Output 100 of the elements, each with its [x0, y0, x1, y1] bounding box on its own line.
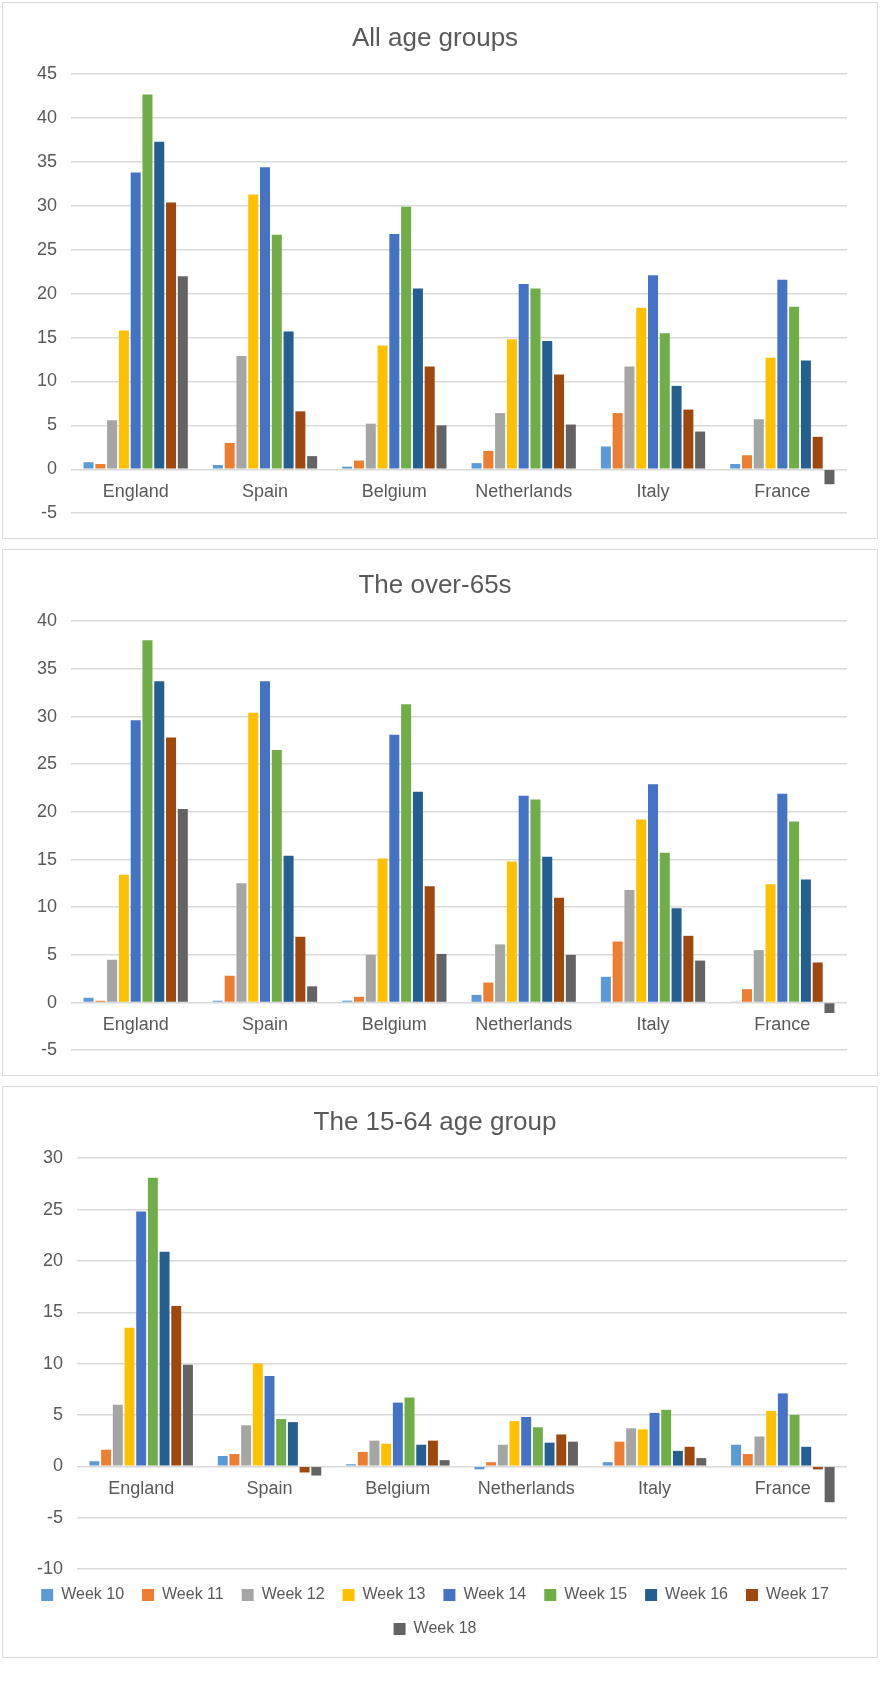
bar	[741, 455, 752, 469]
bar	[696, 1458, 707, 1466]
bar	[753, 419, 764, 469]
bar	[401, 704, 412, 1002]
bar	[365, 954, 376, 1002]
x-tick-label: Netherlands	[475, 481, 573, 502]
bar	[260, 167, 271, 469]
bar	[401, 206, 412, 469]
bar	[353, 996, 364, 1002]
y-tick-label: 25	[36, 753, 58, 774]
bar	[742, 1453, 753, 1466]
bar	[521, 1417, 532, 1466]
bar	[295, 936, 306, 1002]
bar	[365, 423, 376, 469]
y-tick-label: 10	[36, 370, 58, 391]
bar	[612, 413, 623, 469]
legend-label: Week 11	[162, 1585, 224, 1603]
bar	[661, 1409, 672, 1466]
bar	[530, 288, 541, 469]
bar	[497, 1444, 508, 1466]
bar	[730, 464, 741, 469]
bar	[95, 464, 106, 469]
bar	[311, 1467, 322, 1476]
bar	[118, 330, 129, 469]
bar	[765, 884, 776, 1002]
bar	[436, 953, 447, 1002]
bar	[83, 997, 94, 1002]
y-tick-label: 5	[47, 943, 58, 964]
bar	[671, 385, 682, 469]
bar	[159, 1251, 170, 1466]
bar	[789, 821, 800, 1002]
bar	[777, 279, 788, 469]
y-tick-label: 5	[47, 414, 58, 435]
x-tick-label: Italy	[636, 481, 670, 502]
bar	[112, 1404, 123, 1466]
bar	[530, 799, 541, 1002]
x-tick-label: France	[754, 1014, 811, 1035]
y-tick-label: 20	[42, 1249, 64, 1270]
bar	[789, 1414, 800, 1466]
x-tick-label: Belgium	[361, 481, 427, 502]
y-tick-label: 35	[36, 150, 58, 171]
bar	[212, 464, 223, 469]
bar	[565, 424, 576, 469]
bar	[177, 276, 188, 469]
legend-label: Week 14	[463, 1585, 527, 1603]
x-tick-label: Spain	[246, 1478, 293, 1499]
y-tick-label: 30	[42, 1147, 64, 1168]
bar	[241, 1425, 252, 1466]
x-tick-label: Netherlands	[477, 1478, 575, 1499]
bar	[672, 1450, 683, 1466]
y-tick-label: 0	[47, 458, 58, 479]
x-tick-label: England	[102, 481, 169, 502]
bar	[556, 1434, 567, 1466]
bar	[107, 420, 118, 469]
bar	[483, 982, 494, 1002]
bar	[659, 333, 670, 469]
bar	[741, 989, 752, 1002]
bar	[142, 94, 153, 469]
bar	[801, 1446, 812, 1466]
bar	[554, 897, 565, 1002]
bar	[495, 944, 506, 1002]
bar	[276, 1419, 287, 1466]
bar	[565, 954, 576, 1002]
bar	[695, 431, 706, 469]
bar	[824, 1003, 835, 1014]
legend-label: Week 12	[261, 1585, 325, 1603]
y-tick-label: 35	[36, 657, 58, 678]
bar	[471, 994, 482, 1002]
bar	[636, 307, 647, 469]
bar	[648, 784, 659, 1002]
x-tick-label: England	[102, 1014, 169, 1035]
bar	[177, 809, 188, 1002]
y-tick-label: 25	[36, 238, 58, 259]
bar	[271, 234, 282, 469]
bar	[89, 1461, 100, 1466]
bar	[166, 202, 177, 469]
bar	[130, 720, 141, 1002]
legend-label: Week 16	[665, 1585, 729, 1603]
bar	[648, 275, 659, 469]
bar	[124, 1327, 135, 1466]
y-tick-label: 5	[53, 1403, 64, 1424]
bar	[789, 306, 800, 469]
bar	[636, 819, 647, 1002]
bar	[542, 341, 553, 469]
bar	[824, 470, 835, 485]
bar	[766, 1410, 777, 1466]
y-tick-label: 10	[36, 896, 58, 917]
y-tick-label: 20	[36, 800, 58, 821]
bar	[624, 366, 635, 469]
bar	[671, 908, 682, 1002]
bar	[424, 886, 435, 1002]
bar	[824, 1467, 835, 1503]
bar	[353, 460, 364, 469]
bar	[217, 1456, 228, 1466]
bar	[283, 331, 294, 469]
bar	[754, 1436, 765, 1466]
bar	[224, 442, 235, 469]
bar	[248, 194, 259, 469]
bar	[377, 345, 388, 469]
bar	[147, 1177, 158, 1466]
